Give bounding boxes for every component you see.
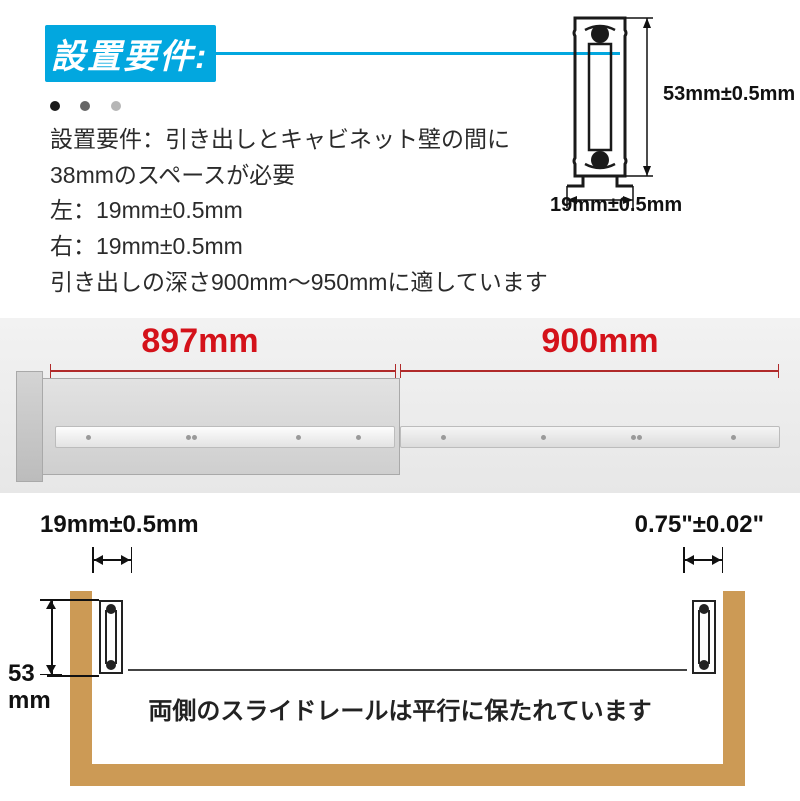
right-gap-dimension — [683, 547, 723, 577]
spec-line-4: 右：19mm±0.5mm — [50, 229, 560, 265]
left-rail-profile — [98, 599, 124, 675]
closed-length-label: 897mm — [0, 322, 400, 361]
profile-height-label: 53mm±0.5mm — [663, 83, 795, 106]
extension-dimension-lines — [50, 364, 788, 378]
rail-profile-diagram: 53mm±0.5mm 19mm±0.5mm — [555, 8, 745, 218]
inner-span-line — [128, 669, 687, 671]
right-gap-label: 0.75"±0.02" — [635, 511, 764, 539]
extension-labels: 897mm 900mm — [0, 322, 800, 361]
profile-width-label: 19mm±0.5mm — [550, 194, 682, 217]
page-title: 設置要件: — [45, 25, 216, 82]
rail-height-value: 53 — [8, 660, 35, 687]
rail-closed — [55, 426, 395, 448]
spec-text-block: 設置要件：引き出しとキャビネット壁の間に 38mmのスペースが必要 左：19mm… — [0, 122, 560, 300]
dot-2 — [80, 101, 90, 111]
rail-profile-svg — [555, 8, 745, 218]
dot-1 — [50, 101, 60, 111]
drawer-u-shape — [70, 591, 745, 786]
spec-line-1: 設置要件：引き出しとキャビネット壁の間に — [50, 122, 560, 158]
spec-line-5: 引き出しの深さ900mm〜950mmに適しています — [50, 265, 560, 301]
spec-line-2: 38mmのスペースが必要 — [50, 158, 560, 194]
extension-diagram: 897mm 900mm — [0, 318, 800, 493]
rail-extended — [400, 426, 780, 448]
u-section-diagram: 19mm±0.5mm 0.75"±0.02" 53 mm 両 — [0, 501, 800, 801]
left-gap-dimension — [92, 547, 132, 577]
parallel-note: 両側のスライドレールは平行に保たれています — [0, 691, 800, 726]
left-gap-label: 19mm±0.5mm — [40, 511, 199, 539]
dot-3 — [111, 101, 121, 111]
guide-line-bottom — [47, 675, 99, 677]
right-rail-profile — [691, 599, 717, 675]
spec-line-3: 左：19mm±0.5mm — [50, 193, 560, 229]
open-length-label: 900mm — [400, 322, 800, 361]
